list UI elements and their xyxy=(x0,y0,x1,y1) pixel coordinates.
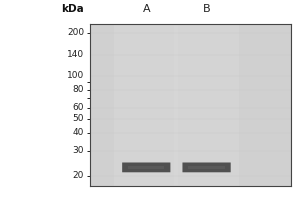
FancyBboxPatch shape xyxy=(182,162,231,172)
Bar xyxy=(114,24,178,186)
FancyBboxPatch shape xyxy=(122,162,170,172)
Text: B: B xyxy=(203,4,210,14)
FancyBboxPatch shape xyxy=(128,166,164,169)
Text: 40: 40 xyxy=(73,128,84,137)
FancyBboxPatch shape xyxy=(188,166,225,169)
Text: 140: 140 xyxy=(67,50,84,59)
Text: 30: 30 xyxy=(73,146,84,155)
Text: 60: 60 xyxy=(73,103,84,112)
Text: 80: 80 xyxy=(73,85,84,94)
Text: A: A xyxy=(142,4,150,14)
Text: 50: 50 xyxy=(73,114,84,123)
Text: 200: 200 xyxy=(67,28,84,37)
Text: 20: 20 xyxy=(73,171,84,180)
Text: 100: 100 xyxy=(67,71,84,80)
Bar xyxy=(174,24,239,186)
Text: kDa: kDa xyxy=(61,4,84,14)
